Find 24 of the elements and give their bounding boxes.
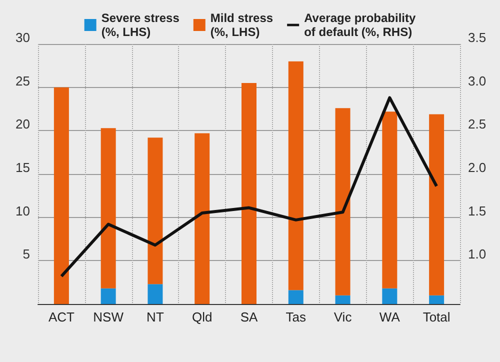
y-tick-label: 10: [16, 203, 30, 218]
y-tick-label: 25: [16, 73, 30, 88]
legend-label: Mild stress (%, LHS): [210, 11, 274, 39]
y2-tick-label: 1.0: [468, 246, 486, 262]
y2-tick-label: 2.0: [468, 160, 486, 175]
x-tick-label: WA: [379, 310, 400, 324]
y2-tick-label: 1.5: [468, 203, 486, 218]
y-tick-label: 5: [22, 246, 30, 262]
y2-tick-label: 2.5: [468, 116, 486, 132]
legend-label: Average probability of default (%, RHS): [304, 11, 416, 39]
y2-tick-label: 3.5: [468, 30, 486, 45]
legend-label: Severe stress (%, LHS): [101, 11, 180, 39]
x-tick-label: SA: [240, 310, 258, 324]
x-tick-label: Vic: [334, 310, 352, 324]
y-tick-label: 30: [16, 30, 30, 45]
x-tick-label: NT: [146, 310, 164, 324]
y-tick-label: 15: [16, 160, 30, 175]
x-tick-label: Tas: [286, 310, 306, 324]
y2-tick-label: 3.0: [468, 73, 486, 88]
y-tick-label: 20: [16, 116, 30, 132]
x-tick-label: Qld: [192, 310, 212, 324]
x-tick-label: Total: [422, 310, 450, 324]
x-tick-label: NSW: [93, 310, 124, 324]
x-tick-label: ACT: [48, 310, 75, 324]
